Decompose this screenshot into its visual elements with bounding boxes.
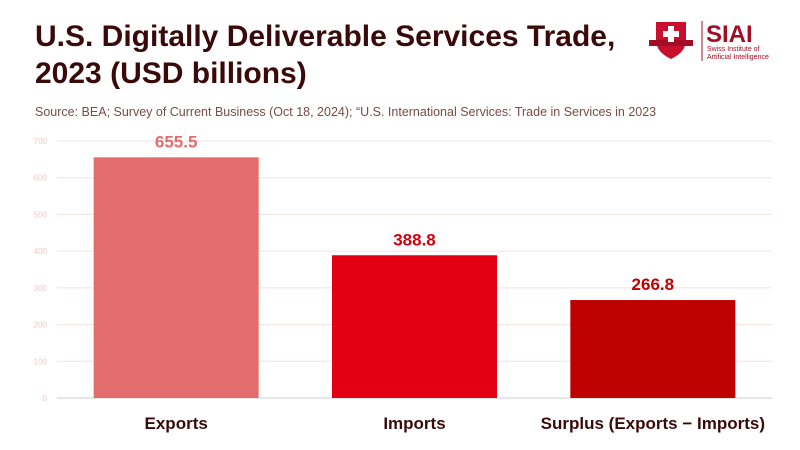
y-tick-label: 300 [34,284,48,293]
bar-1 [332,255,497,398]
logo-name: SIAI [706,21,753,48]
y-tick-label: 400 [34,247,48,256]
x-tick-label: Surplus (Exports − Imports) [541,414,765,433]
bar-2 [570,300,736,398]
data-label: 388.8 [393,230,436,249]
y-tick-label: 200 [34,321,48,330]
siai-logo: SIAI Swiss Institute of Artificial Intel… [649,21,769,61]
y-tick-label: 100 [34,357,48,366]
chart-source: Source: BEA; Survey of Current Business … [35,105,657,119]
data-label: 655.5 [155,132,198,151]
y-tick-label: 0 [43,394,48,403]
x-tick-label: Imports [383,414,445,433]
y-tick-label: 700 [34,137,48,146]
data-label: 266.8 [632,275,675,294]
y-tick-label: 500 [34,210,48,219]
x-tick-label: Exports [145,414,208,433]
y-tick-label: 600 [34,174,48,183]
bar-0 [93,157,259,398]
chart-title: U.S. Digitally Deliverable Services Trad… [35,20,616,90]
logo-line2: Artificial Intelligence [707,54,769,61]
logo-line1: Swiss Institute of [707,46,760,53]
